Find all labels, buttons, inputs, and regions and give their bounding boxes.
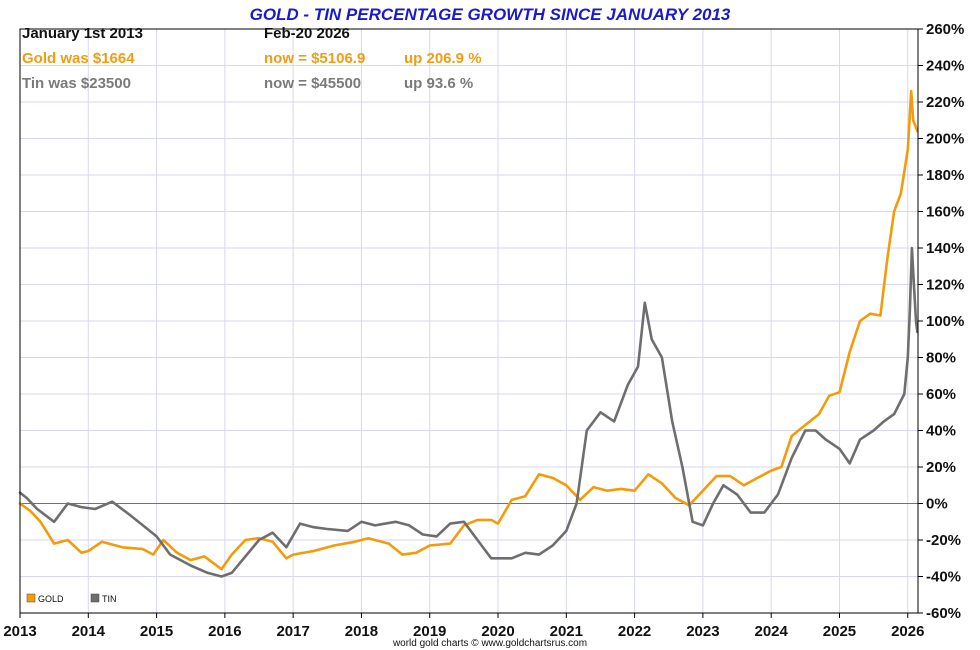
x-tick-label: 2023 <box>686 623 719 640</box>
y-tick-label: 100% <box>926 313 964 330</box>
legend-tin-label: TIN <box>102 594 117 604</box>
y-tick-label: 180% <box>926 167 964 184</box>
y-tick-label: 200% <box>926 131 964 148</box>
x-tick-label: 2016 <box>208 623 241 640</box>
y-tick-label: 140% <box>926 240 964 257</box>
x-tick-label: 2015 <box>140 623 173 640</box>
y-tick-label: 240% <box>926 58 964 75</box>
x-tick-label: 2013 <box>3 623 36 640</box>
gold-growth: up 206.9 % <box>404 50 482 67</box>
start-date-label: January 1st 2013 <box>22 25 143 42</box>
y-tick-label: 20% <box>926 459 956 476</box>
tin-start-price: Tin was $23500 <box>22 75 131 92</box>
y-tick-label: 0% <box>926 496 948 513</box>
x-tick-label: 2020 <box>481 623 514 640</box>
tin-series-line <box>18 246 919 578</box>
y-tick-label: 120% <box>926 277 964 294</box>
x-tick-label: 2019 <box>413 623 446 640</box>
y-tick-label: 60% <box>926 386 956 403</box>
x-tick-label: 2017 <box>276 623 309 640</box>
gold-series-line <box>18 89 919 571</box>
x-tick-label: 2018 <box>345 623 378 640</box>
y-tick-label: 80% <box>926 350 956 367</box>
x-tick-label: 2021 <box>550 623 583 640</box>
series-group <box>18 89 919 578</box>
y-tick-label: 40% <box>926 423 956 440</box>
legend: GOLD TIN <box>26 593 117 604</box>
tin-growth: up 93.6 % <box>404 75 474 92</box>
gold-start-price: Gold was $1664 <box>22 50 135 67</box>
x-tick-label: 2026 <box>891 623 924 640</box>
gold-current-price: now = $5106.9 <box>264 50 366 67</box>
y-tick-label: -40% <box>926 569 961 586</box>
y-tick-label: -60% <box>926 605 961 622</box>
end-date-label: Feb-20 2026 <box>264 25 350 42</box>
y-tick-label: -20% <box>926 532 961 549</box>
x-tick-label: 2025 <box>823 623 856 640</box>
y-tick-label: 260% <box>926 21 964 38</box>
y-tick-label: 160% <box>926 204 964 221</box>
y-tick-label: 220% <box>926 94 964 111</box>
legend-gold-swatch <box>26 593 36 603</box>
x-tick-label: 2014 <box>72 623 106 640</box>
x-tick-label: 2022 <box>618 623 651 640</box>
axes: -60% -40% -20% 0% 20% 40% 60% 80% 100% 120% 140% 16… <box>3 21 964 640</box>
legend-tin-swatch <box>90 593 100 603</box>
chart-title: GOLD - TIN PERCENTAGE GROWTH SINCE JANUA… <box>250 5 731 24</box>
tin-current-price: now = $45500 <box>264 75 362 92</box>
x-tick-label: 2024 <box>754 623 788 640</box>
legend-gold-label: GOLD <box>38 594 64 604</box>
footer-credit: world gold charts © www.goldchartsrus.co… <box>392 638 587 649</box>
